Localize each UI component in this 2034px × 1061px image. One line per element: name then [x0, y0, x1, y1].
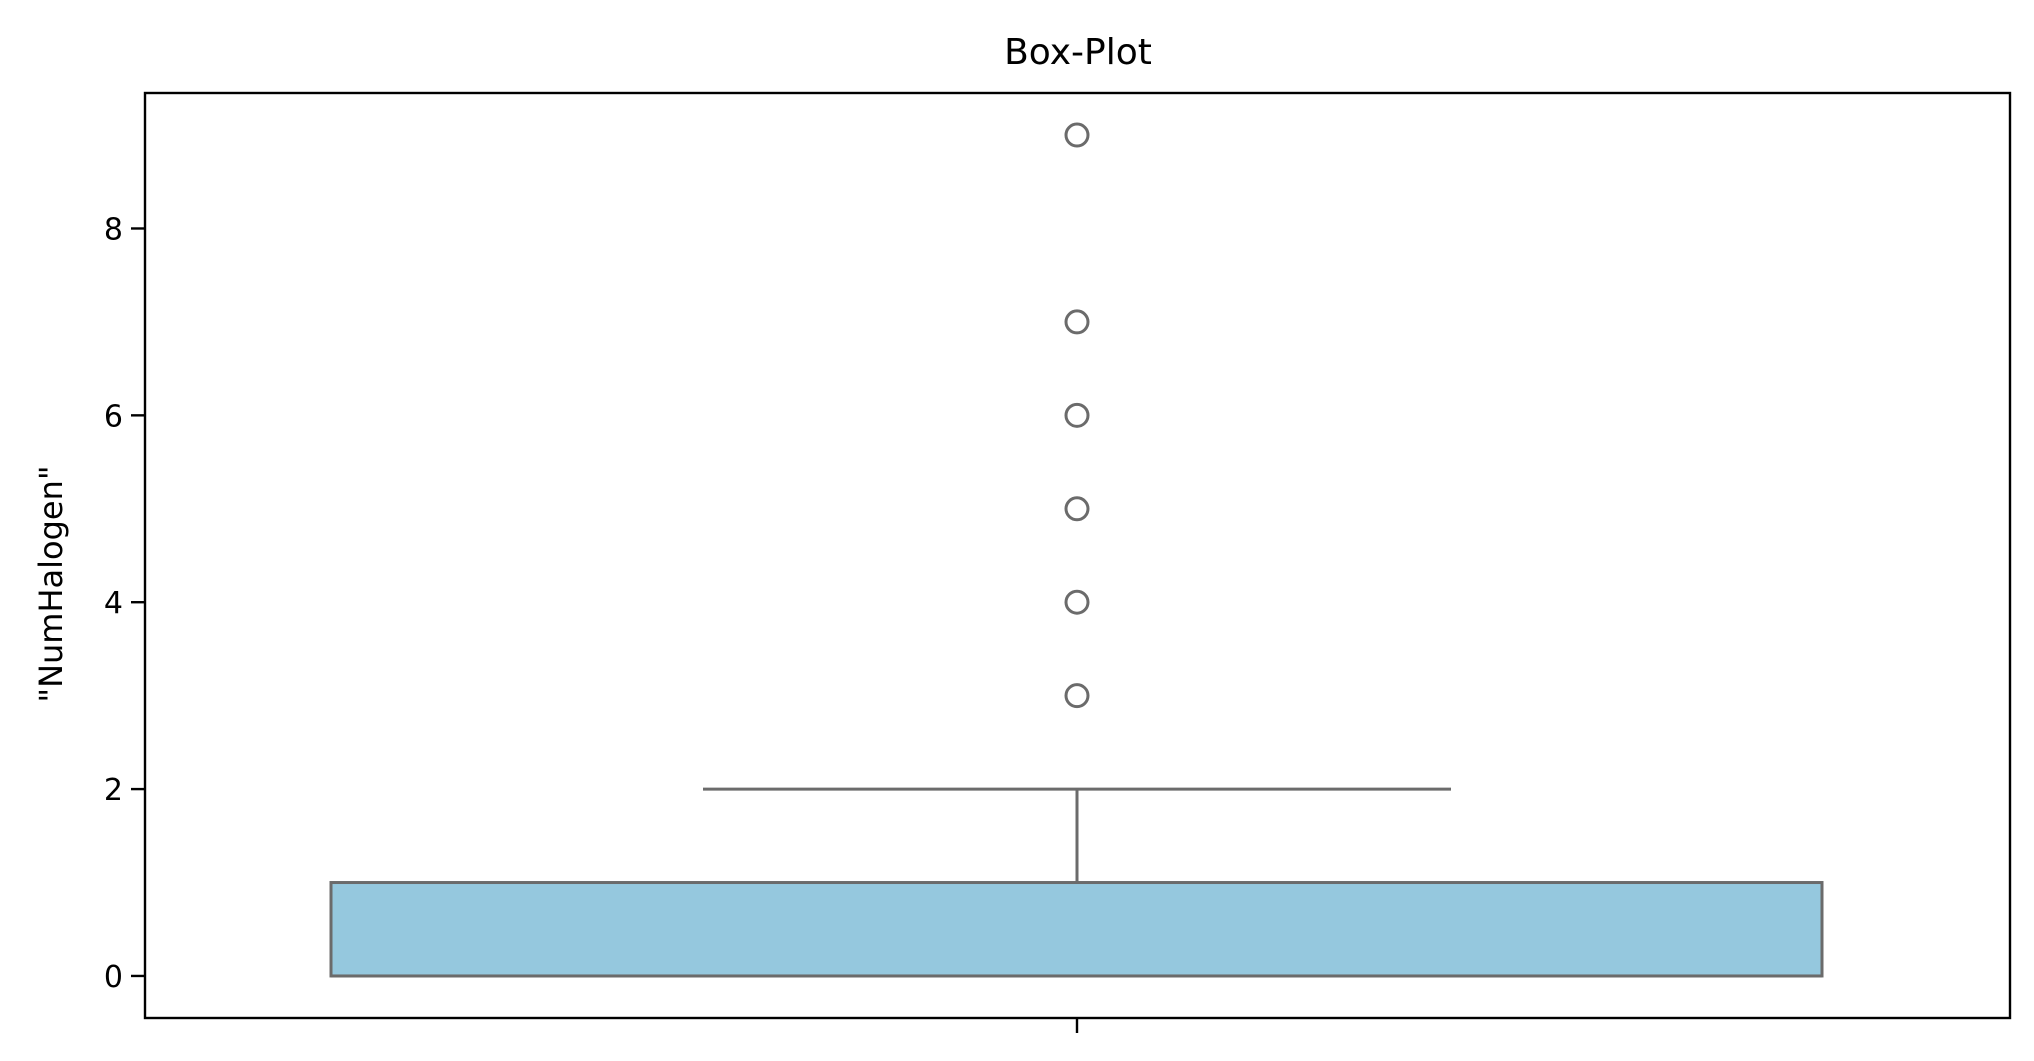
box-plot-marks — [329, 122, 1824, 978]
y-axis-ticks: 0 2 4 6 8 — [104, 212, 145, 995]
y-tick-label-6: 6 — [104, 399, 123, 434]
outlier-point-5 — [1064, 496, 1090, 522]
y-tick-label-2: 2 — [104, 773, 123, 808]
box-iqr — [329, 881, 1824, 978]
outlier-point-6 — [1064, 402, 1090, 428]
y-tick-label-0: 0 — [104, 960, 123, 995]
outlier-point-4 — [1064, 589, 1090, 615]
y-axis-label: "NumHalogen" — [32, 465, 70, 702]
y-tick-label-4: 4 — [104, 586, 123, 621]
outlier-point-9 — [1064, 122, 1090, 148]
outlier-point-7 — [1064, 309, 1090, 335]
outlier-point-3 — [1064, 683, 1090, 709]
y-tick-label-8: 8 — [104, 212, 123, 247]
chart-title: Box-Plot — [1004, 32, 1152, 73]
